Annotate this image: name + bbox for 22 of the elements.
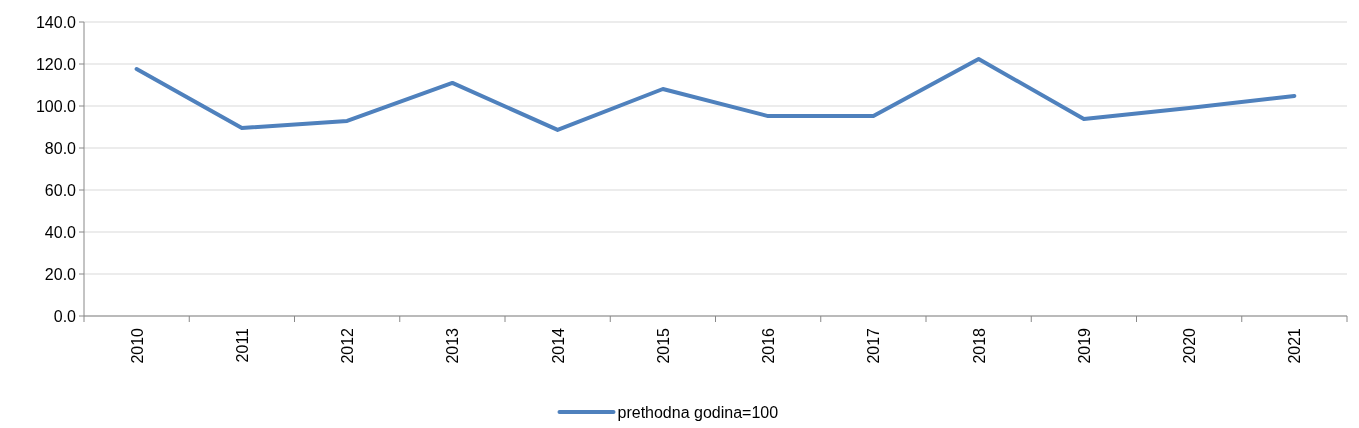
x-tick-label: 2021: [1286, 327, 1304, 364]
y-tick-label: 80.0: [44, 139, 77, 157]
x-tick-label: 2011: [233, 327, 251, 363]
x-tick-label: 2018: [970, 327, 988, 364]
y-tick-label: 20.0: [44, 265, 77, 283]
y-tick-label: 140.0: [35, 13, 77, 31]
x-tick-label: 2012: [339, 327, 357, 364]
x-tick-label: 2017: [865, 327, 883, 364]
y-tick-label: 120.0: [35, 55, 77, 73]
y-tick-label: 100.0: [35, 97, 77, 115]
x-tick-label: 2013: [444, 327, 462, 364]
x-tick-label: 2014: [549, 327, 567, 364]
y-tick-label: 40.0: [44, 223, 77, 241]
x-tick-label: 2010: [128, 327, 146, 364]
x-tick-label: 2016: [760, 327, 778, 364]
x-tick-label: 2019: [1075, 327, 1093, 364]
line-series: [134, 56, 1297, 132]
legend-label: prethodna godina=100: [617, 404, 779, 421]
y-tick-label: 60.0: [44, 181, 77, 199]
x-tick-label: 2015: [654, 327, 672, 364]
x-tick-label: 2020: [1181, 327, 1199, 364]
y-tick-label: 0.0: [53, 307, 77, 325]
